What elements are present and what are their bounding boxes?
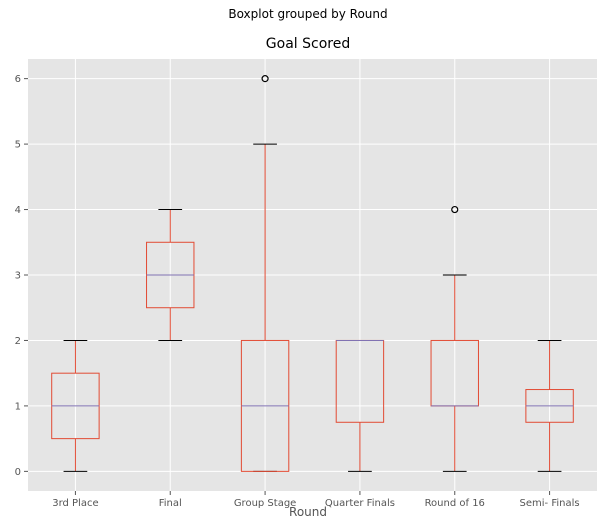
x-tick-label: Semi- Finals: [520, 498, 580, 509]
y-tick-label: 5: [15, 140, 21, 151]
box-series: [51, 75, 574, 472]
y-tick-label: 1: [15, 401, 21, 412]
y-tick-label: 4: [15, 205, 21, 216]
box-round-of-16: [430, 205, 479, 472]
x-tick-label: Final: [159, 498, 182, 509]
outlier-point: [451, 205, 459, 214]
box-semi-finals: [525, 339, 574, 472]
y-axis-ticks: 0 1 2 3 4 5 6: [15, 74, 28, 478]
x-tick-label: Group Stage: [234, 498, 297, 509]
box-quarter-finals: [335, 339, 385, 472]
box-group-stage: [240, 75, 290, 472]
box-final: [146, 209, 195, 341]
y-tick-label: 2: [15, 336, 21, 347]
outlier-point: [261, 75, 269, 83]
box-3rd-place: [51, 339, 100, 472]
x-tick-label: Round of 16: [425, 498, 485, 509]
x-tick-label: Quarter Finals: [325, 498, 395, 509]
chart-title: Goal Scored: [266, 36, 350, 52]
x-axis-ticks: 3rd Place Final Group Stage Quarter Finals R…: [52, 491, 580, 509]
y-tick-label: 6: [15, 74, 21, 85]
x-tick-label: 3rd Place: [52, 498, 98, 509]
x-axis-label: Round: [289, 505, 327, 519]
y-tick-label: 0: [15, 467, 21, 478]
chart-suptitle: Boxplot grouped by Round: [228, 7, 387, 21]
y-tick-label: 3: [15, 271, 21, 282]
